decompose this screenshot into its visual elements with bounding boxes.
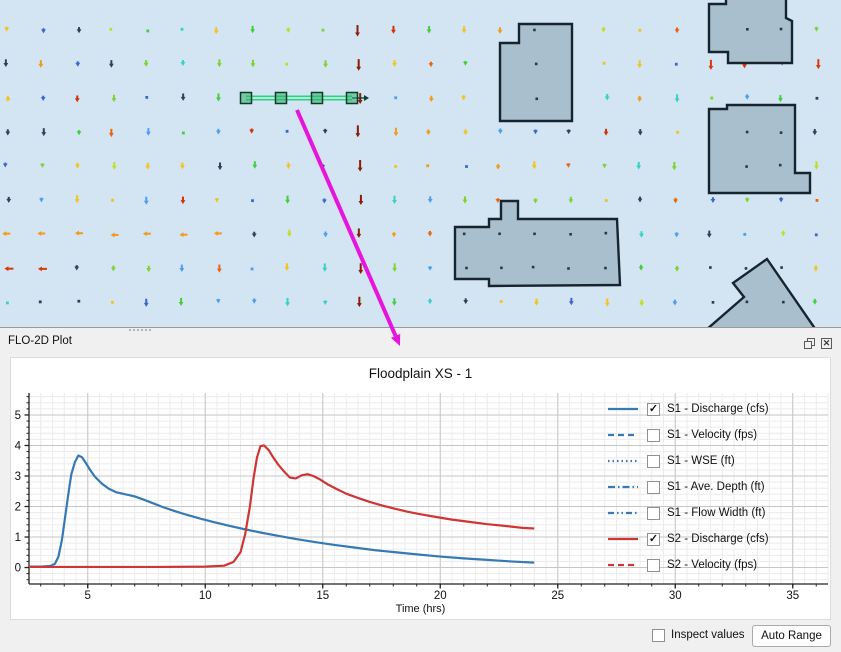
cross-section-vertex-marker[interactable]	[310, 91, 324, 105]
legend-checkbox[interactable]	[647, 506, 660, 520]
axes	[24, 393, 828, 589]
legend-item: S1 - Flow Width (ft)	[607, 500, 827, 526]
building-footprint	[707, 0, 794, 65]
y-tick-label: 0	[15, 563, 21, 575]
series-line	[29, 454, 535, 568]
legend-checkbox[interactable]: ✓	[647, 402, 660, 416]
close-icon: ✕	[821, 338, 832, 349]
x-axis-label: Time (hrs)	[395, 603, 446, 615]
legend-label: S1 - Velocity (fps)	[667, 429, 758, 441]
building-footprint	[498, 22, 574, 123]
cross-section-line[interactable]	[239, 91, 370, 105]
legend-label: S2 - Discharge (cfs)	[667, 533, 769, 545]
series-line	[29, 444, 535, 569]
legend-item: S2 - Velocity (fps)	[607, 552, 827, 578]
panel-splitter[interactable]	[0, 327, 841, 332]
y-tick-label: 4	[15, 440, 22, 452]
legend-item: ✓ S1 - Discharge (cfs)	[607, 396, 827, 422]
x-tick-label: 35	[786, 590, 799, 602]
cross-section-vertex-marker[interactable]	[239, 91, 253, 105]
y-tick-label: 5	[15, 410, 21, 422]
auto-range-button[interactable]: Auto Range	[752, 625, 831, 647]
legend-label: S1 - Ave. Depth (ft)	[667, 481, 765, 493]
chart-canvas[interactable]: 5 10 15 20 25 30 35 0 1 2 3 4 5	[11, 358, 832, 621]
legend-line-sample	[608, 563, 638, 567]
x-tick-label: 25	[551, 590, 564, 602]
chart-title: Floodplain XS - 1	[368, 366, 473, 381]
plot-footer: Inspect values Auto Range	[0, 620, 841, 652]
chart-legend: ✓ S1 - Discharge (cfs) S1 - Velocity (fp…	[607, 396, 827, 578]
legend-item: S1 - Ave. Depth (ft)	[607, 474, 827, 500]
legend-line-sample	[608, 459, 638, 463]
inspect-values-label: Inspect values	[671, 629, 745, 641]
building-footprint	[453, 199, 622, 288]
legend-label: S1 - Discharge (cfs)	[667, 403, 769, 415]
map-canvas[interactable]	[0, 0, 841, 332]
legend-line-sample	[608, 485, 638, 489]
legend-line-sample	[608, 407, 638, 411]
legend-item: ✓ S2 - Discharge (cfs)	[607, 526, 827, 552]
legend-line-sample	[608, 433, 638, 437]
grid-node-dots	[462, 27, 785, 304]
legend-checkbox[interactable]	[647, 558, 660, 572]
y-tick-label: 1	[15, 532, 21, 544]
y-tick-label: 2	[15, 502, 21, 514]
x-tick-label: 20	[434, 590, 447, 602]
splitter-handle-icon	[128, 329, 152, 331]
cross-section-vertex-marker[interactable]	[345, 91, 359, 105]
plot-panel-header: FLO-2D Plot ✕	[0, 332, 841, 357]
legend-item: S1 - WSE (ft)	[607, 448, 827, 474]
undock-panel-button[interactable]	[804, 338, 816, 350]
legend-label: S1 - WSE (ft)	[667, 455, 735, 467]
x-tick-label: 15	[316, 590, 329, 602]
legend-checkbox[interactable]	[647, 454, 660, 468]
legend-line-sample	[608, 511, 638, 515]
legend-label: S1 - Flow Width (ft)	[667, 507, 766, 519]
legend-checkbox[interactable]: ✓	[647, 532, 660, 546]
legend-label: S2 - Velocity (fps)	[667, 559, 758, 571]
y-tick-label: 3	[15, 471, 21, 483]
x-tick-label: 10	[199, 590, 212, 602]
legend-checkbox[interactable]	[647, 428, 660, 442]
legend-checkbox[interactable]	[647, 480, 660, 494]
data-series	[29, 444, 535, 569]
legend-line-sample	[608, 537, 638, 541]
tick-labels: 5 10 15 20 25 30 35 0 1 2 3 4 5	[15, 410, 800, 602]
plot-widget[interactable]: Floodplain XS - 1 5 10 15 20 25 30 35 0 1 2 3 4 5 ✓ …	[10, 357, 831, 620]
x-tick-label: 30	[669, 590, 682, 602]
x-tick-label: 5	[85, 590, 91, 602]
building-footprint	[702, 257, 819, 332]
inspect-values-checkbox[interactable]	[652, 629, 665, 642]
close-panel-button[interactable]: ✕	[821, 338, 833, 350]
buildings-layer	[453, 0, 819, 332]
panel-title: FLO-2D Plot	[8, 335, 72, 347]
map-layers	[0, 0, 841, 332]
cross-section-vertex-marker[interactable]	[274, 91, 288, 105]
legend-item: S1 - Velocity (fps)	[607, 422, 827, 448]
building-footprint	[707, 103, 812, 195]
